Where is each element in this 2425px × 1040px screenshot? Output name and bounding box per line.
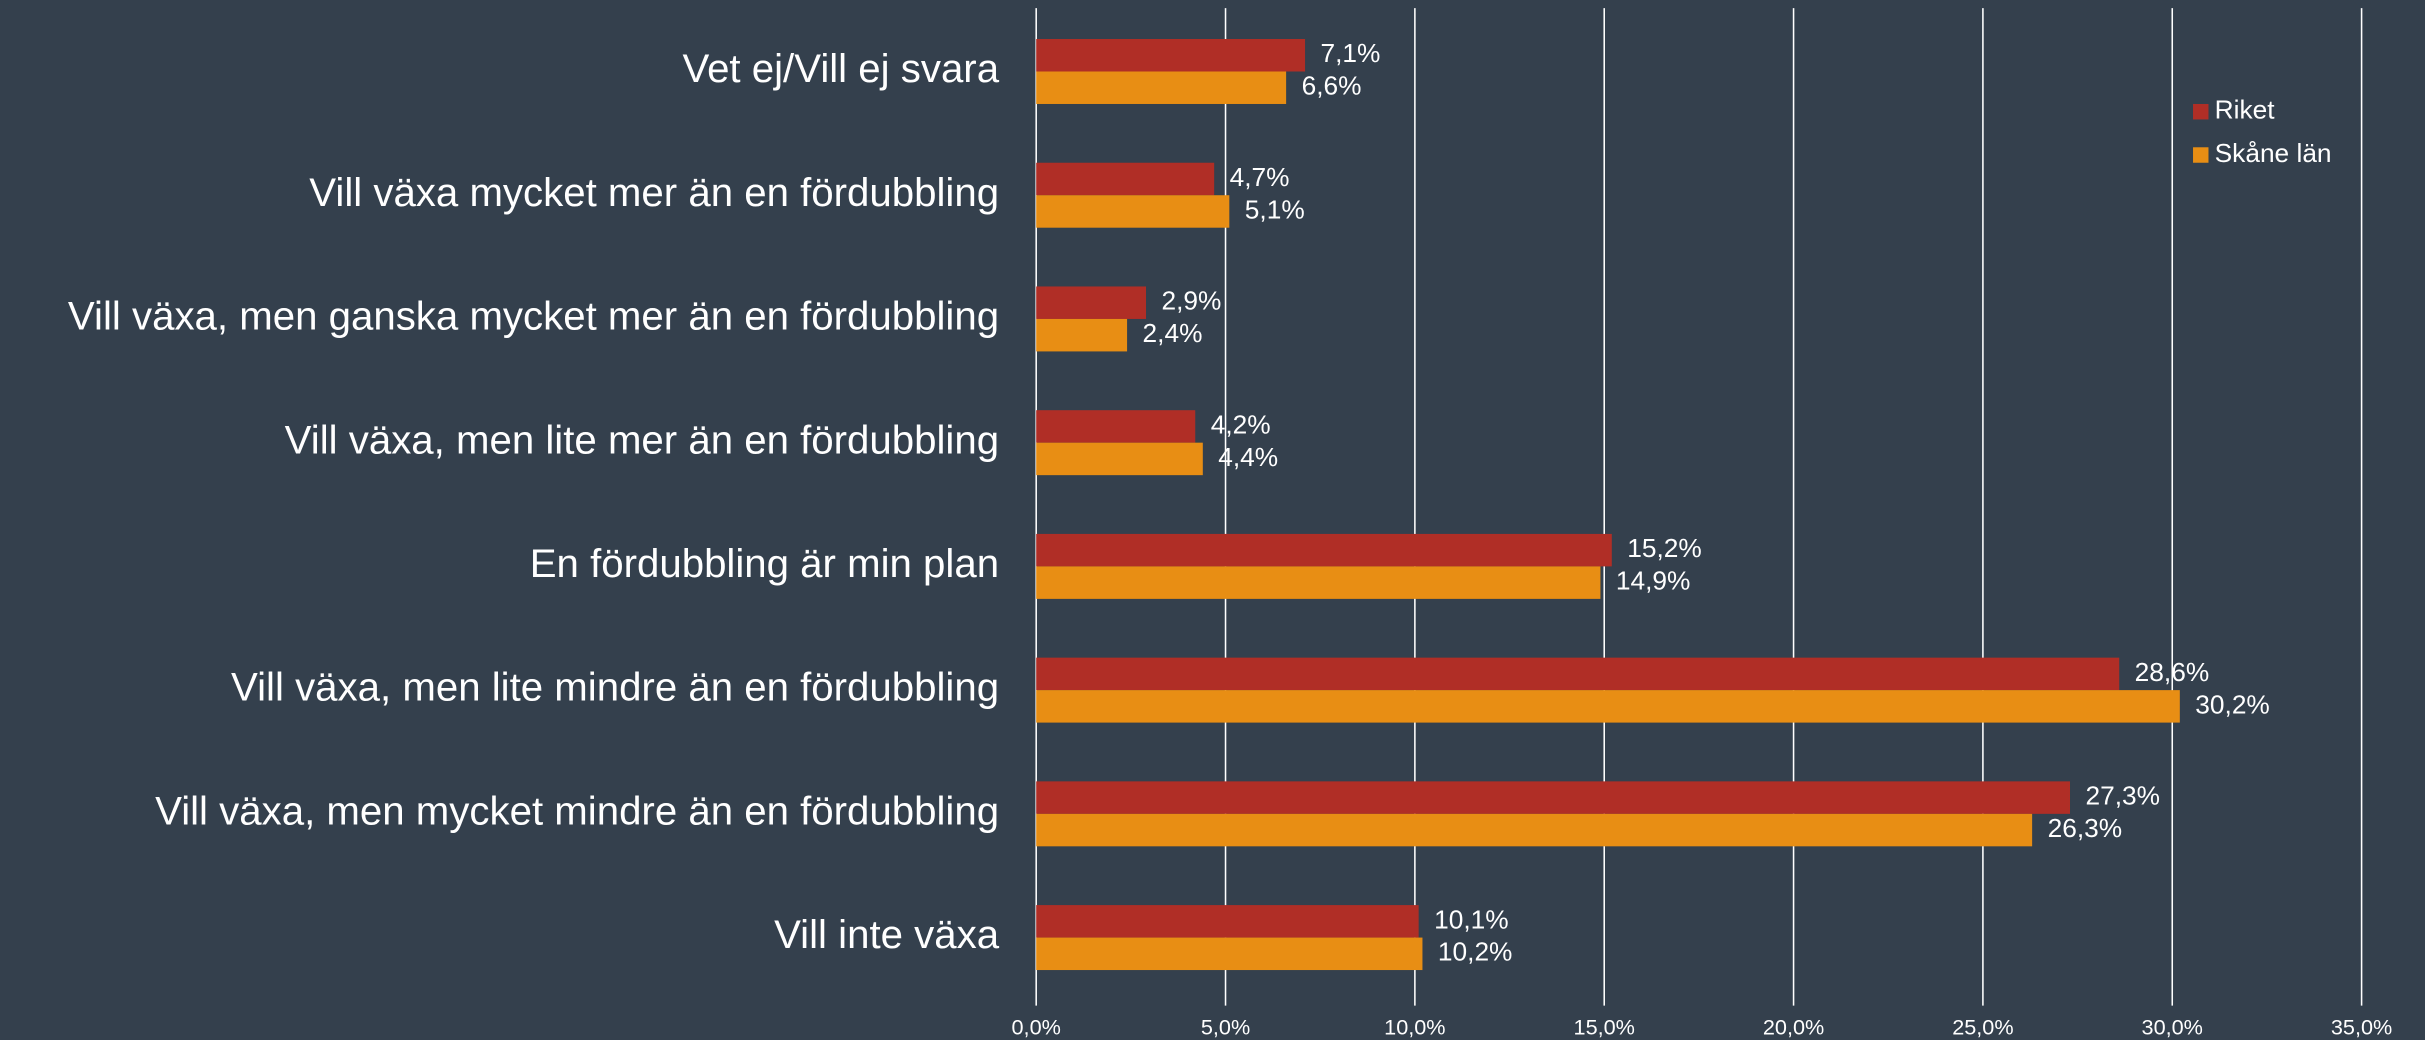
x-tick-label: 35,0% [2331, 1015, 2392, 1040]
legend-label: Riket [2215, 95, 2276, 125]
category-label: Vet ej/Vill ej svara [682, 46, 999, 91]
value-label: 2,9% [1161, 286, 1221, 316]
value-label: 10,1% [1434, 904, 1509, 934]
value-label: 27,3% [2085, 781, 2160, 811]
value-label: 4,7% [1230, 162, 1290, 192]
value-label: 14,9% [1616, 566, 1691, 596]
x-tick-label: 15,0% [1574, 1015, 1635, 1040]
value-label: 26,3% [2048, 813, 2123, 843]
category-label: Vill växa, men lite mindre än en fördubb… [231, 665, 999, 710]
bar [1036, 533, 1612, 567]
bar [1036, 905, 1419, 938]
value-label: 7,1% [1321, 38, 1381, 68]
bar [1036, 162, 1215, 196]
bar [1036, 566, 1601, 599]
value-label: 15,2% [1627, 533, 1702, 563]
x-tick-label: 20,0% [1763, 1015, 1824, 1040]
x-tick-label: 25,0% [1952, 1015, 2013, 1040]
bar [1036, 195, 1230, 228]
value-label: 5,1% [1245, 194, 1305, 224]
x-tick-label: 0,0% [1012, 1015, 1061, 1040]
bar [1036, 781, 2071, 814]
category-label: Vill inte växa [774, 912, 1000, 957]
legend-swatch [2193, 147, 2209, 163]
category-label: Vill växa, men ganska mycket mer än en f… [68, 294, 999, 339]
bar [1036, 318, 1128, 352]
x-tick-label: 30,0% [2142, 1015, 2203, 1040]
value-label: 30,2% [2195, 689, 2270, 719]
x-tick-label: 10,0% [1384, 1015, 1445, 1040]
bar [1036, 286, 1147, 319]
x-tick-label: 5,0% [1201, 1015, 1250, 1040]
category-label: Vill växa, men mycket mindre än en fördu… [155, 788, 999, 833]
bar [1036, 690, 2180, 723]
bar [1036, 442, 1203, 476]
value-label: 28,6% [2135, 657, 2210, 687]
category-label: Vill växa mycket mer än en fördubbling [309, 170, 999, 215]
bar [1036, 813, 2033, 847]
category-label: En fördubbling är min plan [530, 541, 999, 586]
value-label: 10,2% [1438, 937, 1513, 967]
bar [1036, 937, 1423, 971]
value-label: 4,2% [1211, 409, 1271, 439]
bar [1036, 410, 1196, 443]
bar [1036, 71, 1287, 104]
value-label: 6,6% [1302, 71, 1362, 101]
legend-swatch [2193, 103, 2209, 120]
bar [1036, 657, 2120, 691]
value-label: 2,4% [1143, 318, 1203, 348]
bar [1036, 39, 1306, 72]
value-label: 4,4% [1218, 442, 1278, 472]
category-label: Vill växa, men lite mer än en fördubblin… [285, 417, 999, 462]
legend-label: Skåne län [2215, 138, 2332, 168]
